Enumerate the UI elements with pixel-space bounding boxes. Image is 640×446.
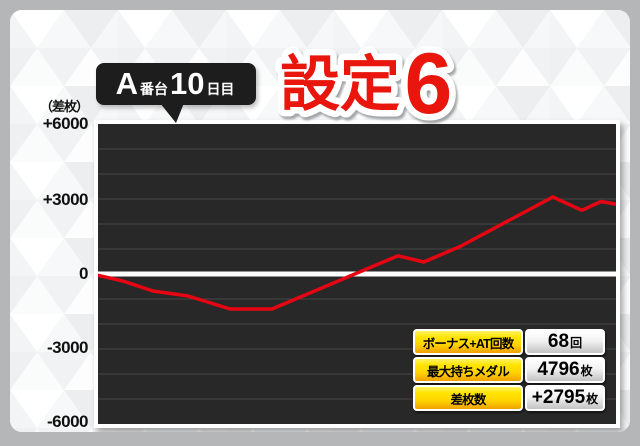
table-row: 最大持ちメダル 4796 枚	[413, 357, 605, 383]
stat-label-max-medals: 最大持ちメダル	[413, 357, 523, 383]
y-tick-zero: 0	[79, 264, 88, 283]
stat-value-max-medals: 4796 枚	[525, 357, 605, 383]
table-row: ボーナス+AT回数 68 回	[413, 329, 605, 355]
stat-unit: 回	[570, 336, 583, 350]
stat-unit: 枚	[580, 364, 593, 378]
day-suffix: 日目	[206, 81, 235, 97]
stat-value-bonus-at-count: 68 回	[525, 329, 605, 355]
stats-table: ボーナス+AT回数 68 回 最大持ちメダル 4796 枚 差枚数 +2795 …	[413, 329, 605, 411]
stat-number: +2795	[531, 387, 586, 408]
stat-label-bonus-at-count: ボーナス+AT回数	[413, 329, 523, 355]
bubble-tail	[160, 103, 184, 123]
content-panel: （差枚） +6000 +3000 0 -3000 -6000 A 番台 10 日…	[10, 10, 630, 432]
y-tick-minus6000: -6000	[47, 412, 88, 431]
machine-day-bubble: A 番台 10 日目	[96, 63, 256, 105]
stat-unit: 枚	[586, 392, 599, 406]
y-tick-plus3000: +3000	[42, 190, 89, 209]
y-axis-unit-label: （差枚）	[39, 99, 89, 114]
table-row: 差枚数 +2795 枚	[413, 385, 605, 411]
setting-title: 設定 6	[274, 30, 459, 125]
stat-label-medal-diff: 差枚数	[413, 385, 523, 411]
y-tick-minus3000: -3000	[47, 338, 88, 357]
svg-text:設定 6: 設定 6	[280, 36, 452, 124]
y-tick-plus6000: +6000	[42, 114, 89, 133]
stat-number: 4796	[537, 359, 580, 380]
stat-value-medal-diff: +2795 枚	[525, 385, 605, 411]
machine-suffix: 番台	[139, 81, 168, 97]
title-text-main: 設定	[280, 51, 400, 118]
machine-letter: A	[115, 66, 138, 101]
day-number: 10	[169, 66, 205, 101]
title-text-number: 6	[404, 36, 452, 124]
stat-number: 68	[547, 331, 570, 352]
